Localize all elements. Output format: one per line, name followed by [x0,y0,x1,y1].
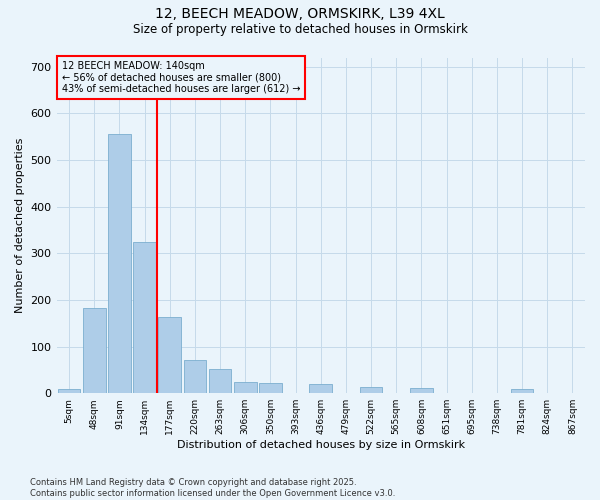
Bar [360,387,382,393]
Bar [209,369,232,393]
Text: 12, BEECH MEADOW, ORMSKIRK, L39 4XL: 12, BEECH MEADOW, ORMSKIRK, L39 4XL [155,8,445,22]
Bar [234,382,257,393]
Y-axis label: Number of detached properties: Number of detached properties [15,138,25,313]
Text: Size of property relative to detached houses in Ormskirk: Size of property relative to detached ho… [133,22,467,36]
Bar [511,388,533,393]
Bar [410,388,433,393]
Text: Contains HM Land Registry data © Crown copyright and database right 2025.
Contai: Contains HM Land Registry data © Crown c… [30,478,395,498]
Bar [133,242,156,393]
Bar [158,317,181,393]
Bar [83,308,106,393]
Bar [184,360,206,393]
Bar [108,134,131,393]
Bar [259,383,282,393]
X-axis label: Distribution of detached houses by size in Ormskirk: Distribution of detached houses by size … [177,440,465,450]
Text: 12 BEECH MEADOW: 140sqm
← 56% of detached houses are smaller (800)
43% of semi-d: 12 BEECH MEADOW: 140sqm ← 56% of detache… [62,61,301,94]
Bar [58,388,80,393]
Bar [310,384,332,393]
